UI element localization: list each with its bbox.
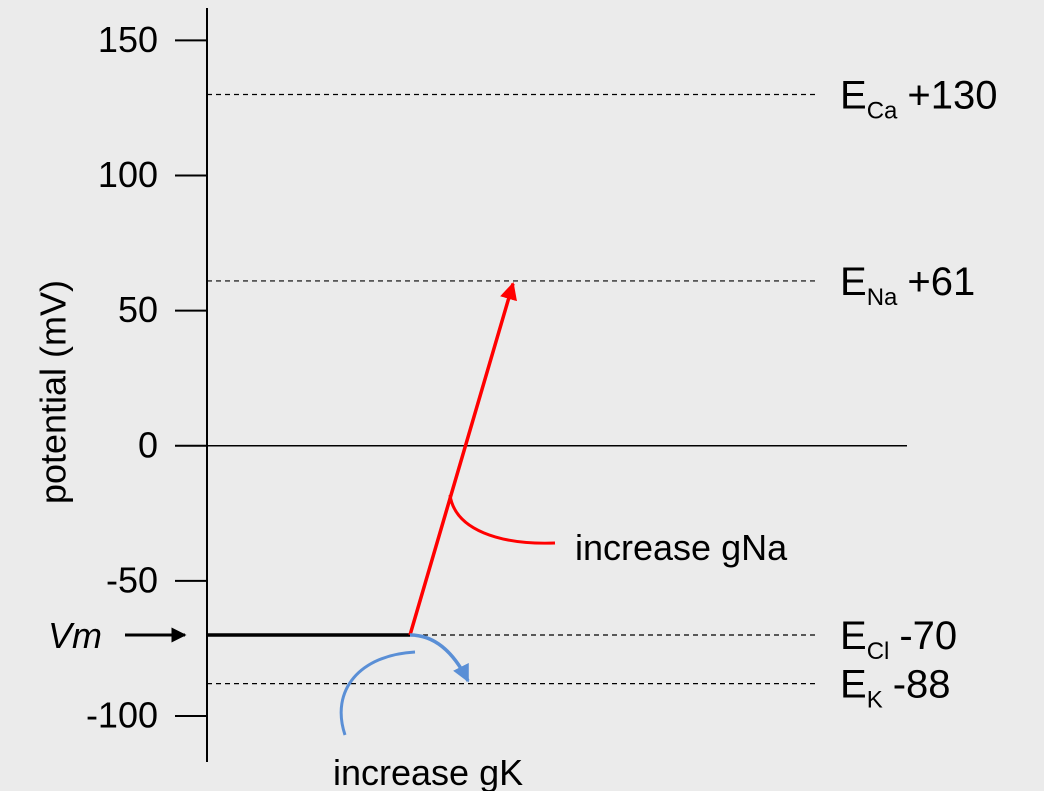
gk-label: increase gK <box>333 752 523 791</box>
gna-connector <box>448 494 556 545</box>
y-tick-label: 50 <box>118 289 158 330</box>
y-tick-label: 150 <box>98 19 158 60</box>
level-label: ENa +61 <box>840 260 975 311</box>
y-tick-label: -50 <box>106 559 158 600</box>
y-tick-label: 100 <box>98 154 158 195</box>
gk-arrow <box>409 633 470 683</box>
gk-connector <box>339 650 416 736</box>
level-ion: Ca <box>867 97 898 124</box>
gna-label: increase gNa <box>575 527 788 568</box>
y-tick-label: -100 <box>86 695 158 736</box>
level-symbol: E <box>840 663 867 707</box>
level-symbol: E <box>840 614 867 658</box>
level-symbol: E <box>840 260 867 304</box>
gna-arrow <box>408 281 517 636</box>
vm-label: Vm <box>48 615 102 656</box>
level-value: +61 <box>907 260 975 304</box>
level-label: ECl -70 <box>840 614 957 665</box>
level-label: EK -88 <box>840 663 951 714</box>
y-tick-label: 0 <box>138 424 158 465</box>
level-ion: Na <box>867 284 898 311</box>
level-value: +130 <box>907 73 997 117</box>
level-ion: K <box>867 687 883 714</box>
level-ion: Cl <box>867 638 890 665</box>
level-symbol: E <box>840 73 867 117</box>
level-label: ECa +130 <box>840 73 997 124</box>
level-value: -70 <box>899 614 957 658</box>
y-axis-label: potential (mV) <box>33 280 74 504</box>
level-value: -88 <box>893 663 951 707</box>
